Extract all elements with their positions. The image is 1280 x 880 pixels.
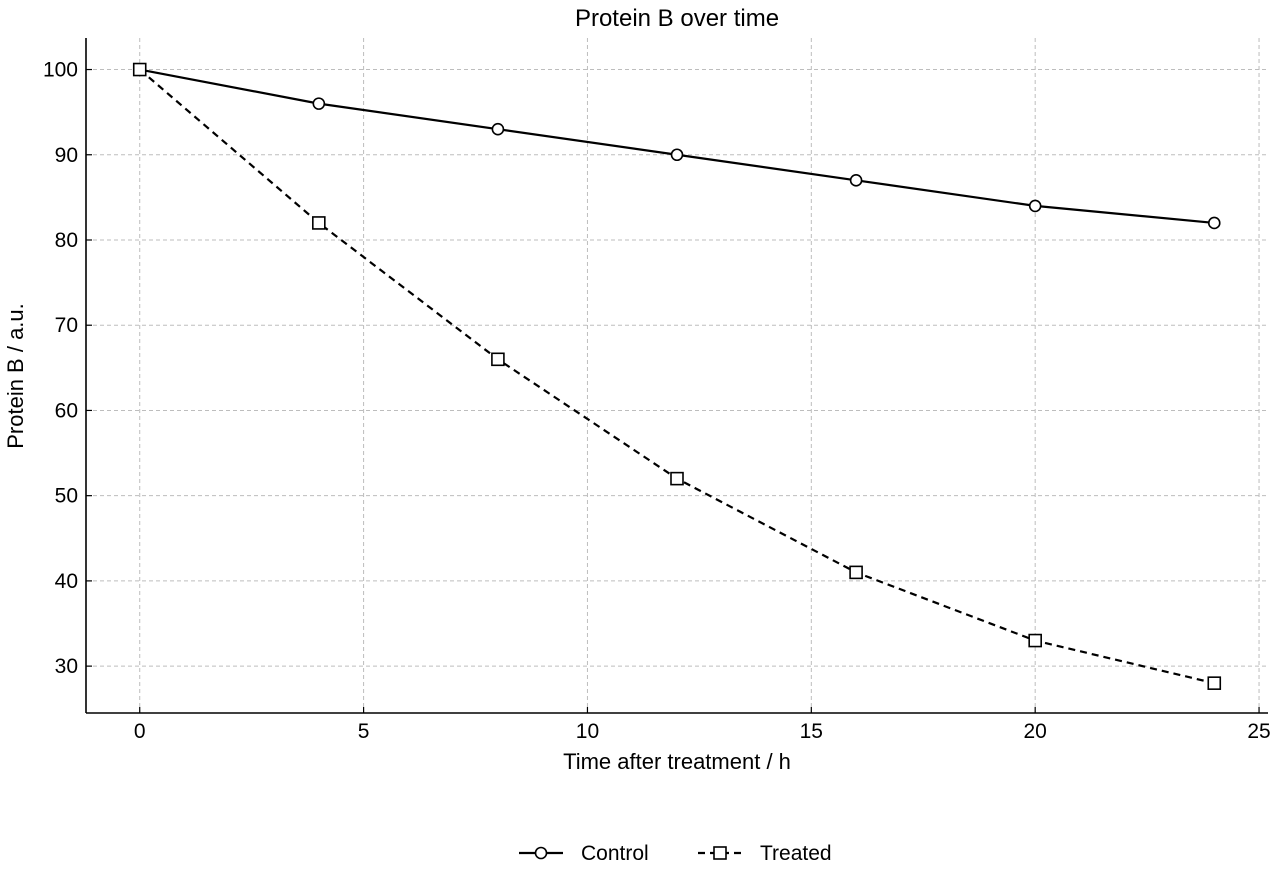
data-point-control	[491, 122, 505, 136]
legend-marker-treated	[713, 846, 727, 860]
x-axis-title: Time after treatment / h	[563, 749, 791, 774]
y-tick-label: 100	[43, 59, 78, 82]
data-point-control	[1028, 199, 1042, 213]
data-point-treated	[1028, 633, 1042, 648]
data-point-treated	[491, 352, 505, 367]
data-point-treated	[849, 565, 863, 580]
data-point-control	[312, 97, 326, 110]
data-point-treated	[132, 62, 147, 77]
legend-marker-control	[534, 846, 548, 860]
x-tick-label: 5	[358, 720, 370, 743]
grid-lines	[86, 38, 1268, 713]
series-treated	[132, 62, 1222, 690]
chart-title: Protein B over time	[575, 5, 779, 32]
x-tick-label: 15	[800, 720, 823, 743]
legend-label-control: Control	[581, 842, 649, 865]
data-point-control	[670, 148, 684, 162]
legend-label-treated: Treated	[760, 842, 832, 865]
legend-item-treated: Treated	[698, 842, 832, 865]
tick-labels: 0 5 10 15 20 25 30 40 50 60 70 80 90 100	[43, 59, 1271, 743]
data-point-control	[849, 174, 863, 187]
y-tick-label: 60	[55, 399, 78, 422]
data-point-control	[1207, 216, 1221, 230]
axes	[85, 38, 1268, 714]
series-line-control	[139, 68, 1215, 225]
legend: Control Treated	[519, 842, 832, 865]
x-tick-label: 0	[134, 720, 146, 743]
y-tick-label: 80	[55, 229, 78, 252]
y-tick-label: 30	[55, 655, 78, 678]
series-layer	[132, 62, 1222, 690]
data-point-treated	[1207, 676, 1222, 690]
y-axis-title: Protein B / a.u.	[3, 303, 28, 449]
x-tick-label: 25	[1247, 720, 1270, 743]
y-tick-label: 50	[55, 485, 78, 508]
x-tick-label: 10	[576, 720, 599, 743]
x-tick-label: 20	[1024, 720, 1047, 743]
legend-item-control: Control	[519, 842, 649, 865]
y-tick-label: 90	[55, 144, 78, 167]
series-line-treated	[139, 68, 1215, 685]
data-point-treated	[670, 471, 684, 486]
y-tick-label: 40	[55, 570, 78, 593]
data-point-treated	[312, 216, 326, 230]
y-tick-label: 70	[55, 314, 78, 337]
